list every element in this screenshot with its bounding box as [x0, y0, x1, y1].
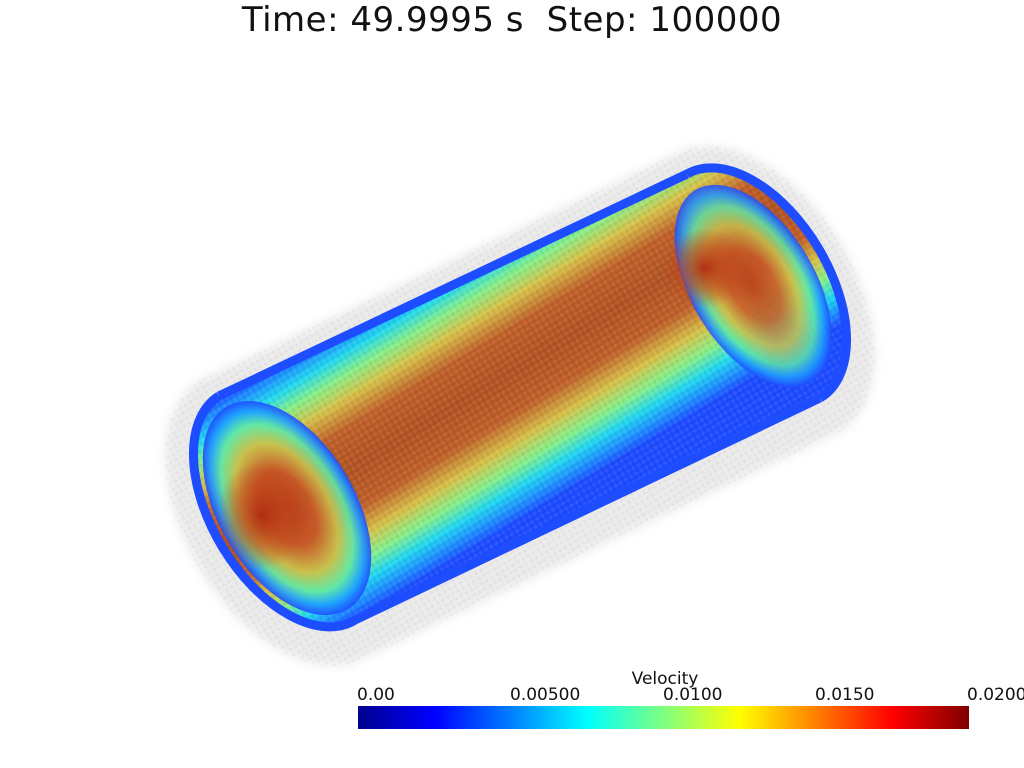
colorbar-title: Velocity [631, 669, 699, 689]
colorbar-tick-label: 0.0150 [815, 685, 875, 705]
step-value: 100000 [649, 0, 783, 40]
colorbar-tick-label: 0.0100 [663, 685, 723, 705]
time-label: Time: [241, 0, 340, 40]
near-end-cap [202, 400, 372, 616]
far-end-cap [663, 184, 832, 388]
colorbar-tick-label: 0.0200 [967, 685, 1024, 705]
colorbar-tick-label: 0.00 [357, 685, 395, 705]
velocity-colorbar [358, 706, 969, 729]
colorbar-tick-label: 0.00500 [510, 685, 581, 705]
time-step-title: Time: 49.9995 s Step: 100000 [0, 0, 1024, 40]
step-label: Step: [546, 0, 638, 40]
wall-rims [188, 163, 851, 632]
time-value: 49.9995 s [350, 0, 524, 40]
